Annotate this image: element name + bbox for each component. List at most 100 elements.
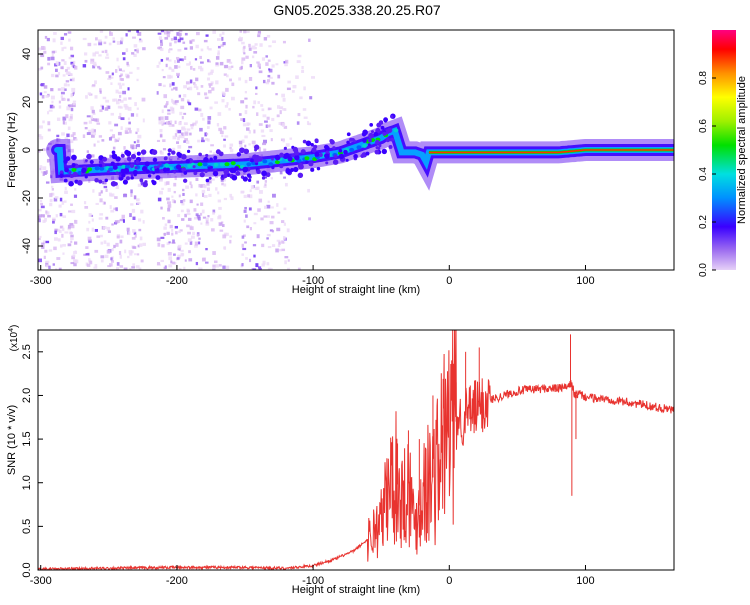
spectrogram-noise-cell — [84, 127, 88, 130]
spectrogram-noise-cell — [45, 210, 48, 214]
spectrogram-noise-cell — [265, 124, 269, 128]
spectrogram-noise-cell — [255, 92, 258, 95]
spectrogram-ridge-dot — [223, 173, 228, 179]
spectrogram-noise-cell — [223, 183, 227, 187]
spectrogram-noise-cell — [94, 264, 98, 267]
spectrogram-noise-cell — [297, 112, 301, 117]
spectrogram-noise-cell — [264, 180, 268, 183]
spectrogram-noise-cell — [138, 228, 142, 232]
spectrogram-noise-cell — [195, 120, 198, 124]
spectrogram-noise-cell — [48, 249, 53, 252]
spectrogram-noise-cell — [186, 99, 190, 102]
spectrogram-ridge-dot — [231, 174, 238, 181]
spectrogram-noise-cell — [63, 61, 67, 65]
spectrogram-noise-cell — [266, 215, 270, 218]
spectrogram-noise-cell — [255, 86, 258, 90]
spectrogram-noise-cell — [208, 83, 213, 86]
spectrogram-noise-cell — [70, 61, 75, 65]
spectrogram-noise-cell — [238, 113, 242, 116]
spectrogram-noise-cell — [184, 32, 188, 36]
spectrogram-ridge-dot — [98, 159, 104, 165]
spectrogram-noise-cell — [138, 267, 142, 270]
spectrogram-noise-cell — [210, 218, 214, 222]
spectrogram-noise-cell — [256, 180, 260, 184]
spectrogram-noise-cell — [160, 151, 164, 155]
spectrogram-noise-cell — [217, 199, 222, 203]
spectrogram-noise-cell — [40, 202, 43, 206]
spectrogram-noise-cell — [73, 194, 78, 198]
spectrogram-noise-cell — [110, 259, 114, 263]
spectrogram-noise-cell — [67, 227, 71, 231]
spectrogram-noise-cell — [118, 116, 122, 120]
spectrogram-noise-cell — [246, 225, 250, 229]
spectrogram-noise-cell — [90, 214, 94, 217]
spectrogram-noise-cell — [43, 46, 47, 50]
spectrogram-noise-cell — [161, 187, 164, 190]
spectrogram-noise-cell — [139, 236, 143, 241]
spectrogram-ridge-dot — [98, 163, 103, 168]
spectrogram-noise-cell — [40, 83, 45, 87]
spectrogram-noise-cell — [160, 120, 165, 124]
spectrogram-noise-cell — [113, 207, 117, 210]
spectrogram-noise-cell — [256, 234, 260, 239]
spectrogram-noise-cell — [82, 64, 87, 68]
spectrogram-noise-cell — [100, 241, 104, 245]
spectrogram-noise-cell — [211, 87, 215, 91]
spectrogram-noise-cell — [284, 256, 289, 259]
spectrogram-ridge-dot — [232, 169, 236, 173]
spectrogram-noise-cell — [281, 93, 285, 98]
spectrogram-noise-cell — [38, 67, 42, 71]
spectrogram-noise-cell — [243, 209, 247, 213]
spectrogram-noise-cell — [62, 120, 65, 125]
spectrogram-ridge-dot — [378, 144, 382, 148]
spectrogram-noise-cell — [136, 67, 140, 70]
spectrogram-noise-cell — [38, 258, 43, 263]
spectrogram-noise-cell — [137, 244, 140, 248]
spectrogram-noise-cell — [189, 40, 192, 44]
spectrogram-noise-cell — [136, 143, 140, 148]
spectrogram-noise-cell — [262, 114, 267, 118]
spectrogram-noise-cell — [207, 72, 211, 76]
spectrogram-noise-cell — [62, 227, 65, 232]
spectrogram-ridge-blob — [274, 160, 280, 165]
spectrogram-ridge-dot — [305, 140, 312, 147]
spectrogram-noise-cell — [164, 181, 168, 186]
spectrogram-noise-cell — [108, 75, 112, 79]
spectrogram-noise-cell — [222, 234, 227, 239]
spectrogram-noise-cell — [190, 235, 195, 239]
spectrogram-noise-cell — [206, 46, 209, 50]
spectrogram-ridge-dot — [203, 156, 209, 163]
spectrogram-noise-cell — [132, 263, 136, 267]
spectrogram-y-tick-label: -20 — [21, 190, 33, 206]
spectrogram-noise-cell — [135, 131, 138, 135]
spectrogram-noise-cell — [200, 67, 204, 72]
spectrogram-noise-cell — [120, 37, 124, 42]
spectrogram-noise-cell — [267, 74, 271, 78]
spectrogram-noise-cell — [68, 38, 71, 42]
spectrogram-noise-cell — [169, 48, 173, 51]
spectrogram-noise-cell — [123, 103, 128, 108]
spectrogram-ridge-dot — [59, 170, 64, 175]
spectrogram-ridge-blob — [230, 161, 236, 166]
spectrogram-noise-cell — [303, 116, 308, 119]
spectrogram-noise-cell — [181, 127, 184, 131]
spectrogram-noise-cell — [164, 37, 169, 40]
spectrogram-noise-cell — [126, 64, 130, 67]
spectrogram-noise-cell — [244, 97, 248, 100]
spectrogram-noise-cell — [281, 240, 284, 244]
spectrogram-noise-cell — [160, 58, 164, 62]
spectrogram-noise-cell — [83, 201, 87, 205]
spectrogram-noise-cell — [64, 137, 69, 140]
spectrogram-noise-cell — [70, 107, 74, 112]
spectrogram-noise-cell — [88, 258, 91, 261]
spectrogram-noise-cell — [162, 76, 166, 79]
spectrogram-ridge-dot — [370, 130, 374, 134]
spectrogram-noise-cell — [246, 30, 250, 34]
spectrogram-noise-cell — [188, 102, 192, 106]
spectrogram-noise-cell — [181, 218, 185, 221]
spectrogram-noise-cell — [88, 213, 92, 217]
spectrogram-noise-cell — [132, 246, 137, 249]
spectrogram-noise-cell — [100, 255, 105, 259]
spectrogram-noise-cell — [297, 54, 302, 58]
